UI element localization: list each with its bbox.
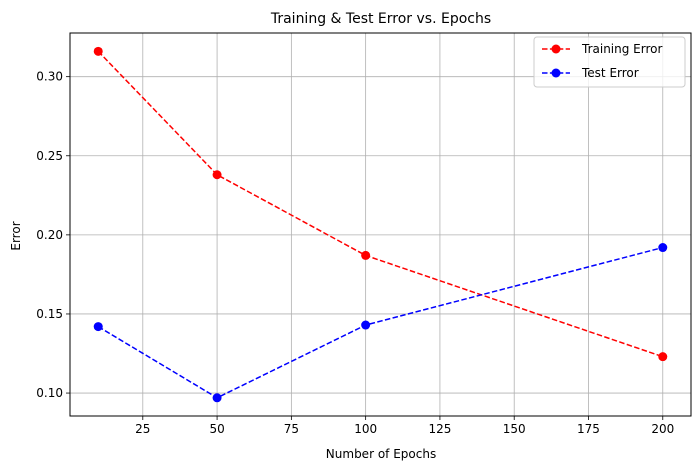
data-point	[93, 46, 103, 56]
data-point	[212, 170, 222, 180]
x-tick-label: 25	[135, 422, 150, 436]
chart-title: Training & Test Error vs. Epochs	[270, 11, 491, 27]
x-tick-label: 50	[209, 422, 224, 436]
y-tick-label: 0.15	[36, 307, 63, 321]
data-point	[212, 393, 222, 403]
legend-item: Training Error	[542, 42, 662, 56]
legend-label: Training Error	[581, 42, 662, 56]
legend-label: Test Error	[581, 66, 639, 80]
x-tick-label: 200	[651, 422, 674, 436]
series-layer	[93, 46, 668, 403]
x-tick-label: 175	[577, 422, 600, 436]
series-0	[93, 46, 668, 362]
x-tick-label: 100	[354, 422, 377, 436]
legend-box	[533, 36, 686, 88]
legend: Training Error Test Error	[533, 36, 686, 88]
x-axis-label: Number of Epochs	[326, 447, 436, 461]
x-tick-label: 75	[284, 422, 299, 436]
y-axis-label: Error	[9, 221, 23, 250]
grid	[70, 33, 691, 416]
y-tick-label: 0.10	[36, 386, 63, 400]
data-point	[361, 320, 371, 330]
x-axis: 25 50 75 100 125 150 175 200	[135, 416, 674, 436]
data-point	[361, 250, 371, 260]
series-line	[97, 50, 664, 358]
plot-frame	[69, 32, 692, 417]
x-tick-label: 125	[428, 422, 451, 436]
series-1	[93, 243, 668, 403]
data-point	[658, 352, 668, 362]
legend-marker	[551, 68, 561, 78]
y-tick-label: 0.20	[36, 228, 63, 242]
y-tick-label: 0.30	[36, 70, 63, 84]
y-tick-label: 0.25	[36, 149, 63, 163]
legend-marker	[551, 44, 561, 54]
data-point	[658, 243, 668, 253]
data-point	[93, 322, 103, 332]
y-axis: 0.10 0.15 0.20 0.25 0.30	[36, 70, 70, 400]
legend-item: Test Error	[542, 66, 639, 80]
x-tick-label: 150	[503, 422, 526, 436]
series-line	[97, 246, 663, 399]
